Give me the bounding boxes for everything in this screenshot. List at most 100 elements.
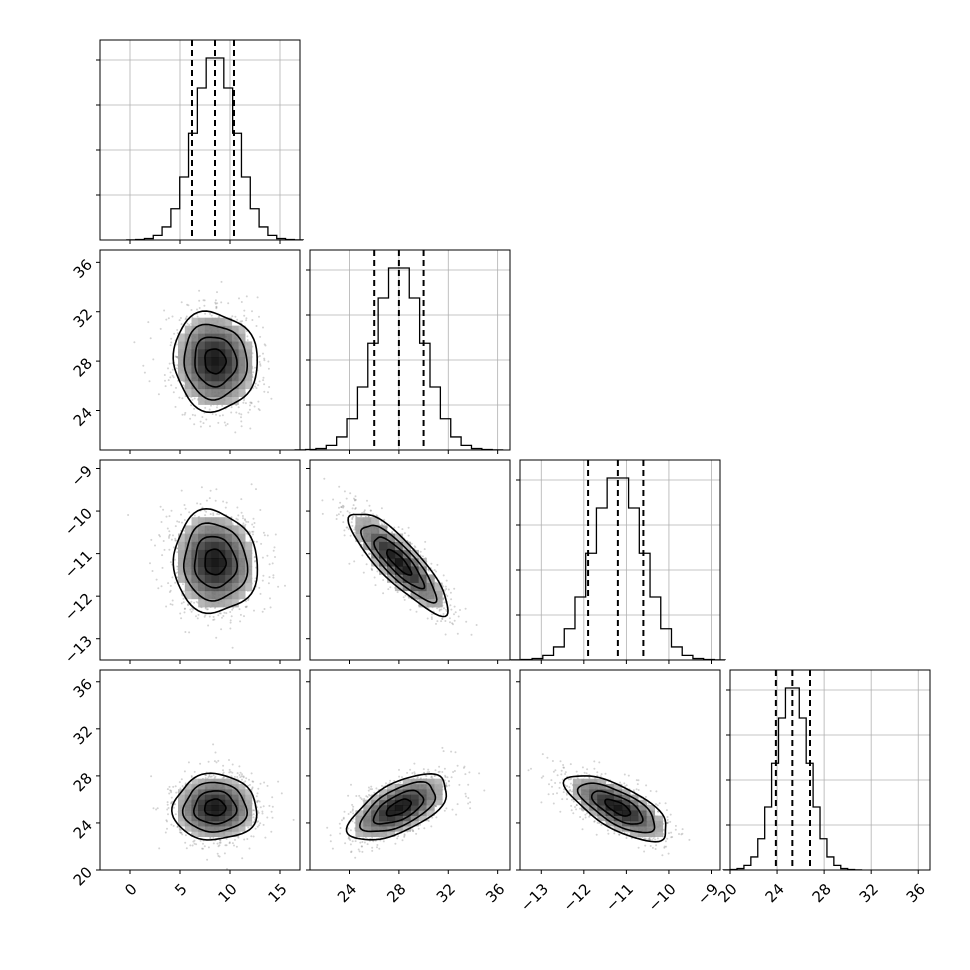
contour-level-1 xyxy=(373,536,426,590)
y-tick-label: 28 xyxy=(70,354,96,380)
contour-level-0 xyxy=(204,348,228,375)
contour-level-1 xyxy=(192,790,238,825)
panel-0-0 xyxy=(96,39,304,244)
y-tick-label: 24 xyxy=(70,404,96,430)
axes-frame xyxy=(729,669,931,871)
panel-3-2: −13 −12 −11 −10 −9 xyxy=(516,669,722,915)
contour-level-2 xyxy=(181,781,249,833)
panel-2-2 xyxy=(509,459,726,664)
y-tick-label: 28 xyxy=(70,769,96,795)
x-tick-label: 15 xyxy=(265,880,291,906)
panel-3-0: 20 24 28 32 36 0 5 10 15 xyxy=(70,669,301,906)
histogram-0 xyxy=(126,57,304,241)
gridlines xyxy=(310,250,510,450)
axes-frame xyxy=(99,249,301,451)
histogram-3 xyxy=(722,687,863,871)
density-area xyxy=(326,746,486,859)
density-area xyxy=(321,477,478,636)
contour-level-1 xyxy=(194,336,238,388)
x-tick-label: −10 xyxy=(645,880,680,915)
contour-level-2 xyxy=(183,323,248,401)
axes-frame xyxy=(519,669,721,871)
y-tick-label: 24 xyxy=(70,816,96,842)
x-tick-label: 10 xyxy=(215,880,241,906)
axes-frame xyxy=(99,669,301,871)
gridlines xyxy=(100,40,300,240)
x-tick-label: 20 xyxy=(715,880,741,906)
axes-frame xyxy=(309,249,511,451)
axes-frame xyxy=(519,459,721,661)
y-tick-label: −9 xyxy=(68,462,96,490)
x-tick-label: 0 xyxy=(121,880,140,899)
contour-level-3 xyxy=(172,310,258,414)
density-map xyxy=(355,517,443,608)
density-area xyxy=(150,743,295,870)
panel-2-1 xyxy=(306,459,511,664)
y-tick-label: −11 xyxy=(61,547,96,582)
density-map xyxy=(178,517,253,608)
y-tick-label: 32 xyxy=(70,722,96,748)
x-tick-label: −13 xyxy=(517,880,552,915)
contour-level-3 xyxy=(170,772,258,841)
contour-level-1 xyxy=(372,789,425,825)
contours xyxy=(172,310,258,414)
axes-frame xyxy=(99,459,301,661)
panel-3-3: 20 24 28 32 36 xyxy=(715,669,931,906)
x-tick-label: −11 xyxy=(602,880,637,915)
x-tick-label: −12 xyxy=(559,880,594,915)
contour-level-3 xyxy=(345,772,448,841)
x-tick-label: 24 xyxy=(334,880,360,906)
contour-level-2 xyxy=(360,524,438,604)
histogram-2 xyxy=(509,477,726,661)
contour-level-0 xyxy=(386,548,413,576)
y-tick-label: −13 xyxy=(61,632,96,667)
y-tick-label: 32 xyxy=(70,305,96,331)
contour-level-2 xyxy=(576,782,656,834)
gridlines xyxy=(520,460,720,660)
x-tick-label: 28 xyxy=(383,880,409,906)
y-tick-label: −10 xyxy=(61,504,96,539)
panel-1-1 xyxy=(294,249,511,454)
contour-level-3 xyxy=(347,513,449,618)
axes-frame xyxy=(309,459,511,661)
density-map xyxy=(178,778,253,837)
density-area xyxy=(133,280,273,434)
contour-level-1 xyxy=(590,790,644,825)
contour-level-0 xyxy=(204,548,228,576)
density-map xyxy=(178,317,253,405)
contours xyxy=(562,775,667,843)
y-tick-label: 36 xyxy=(70,675,96,701)
axes-frame xyxy=(99,39,301,241)
contour-level-0 xyxy=(203,798,227,817)
gridlines xyxy=(729,670,930,870)
x-tick-label: 36 xyxy=(482,880,508,906)
x-tick-label: 24 xyxy=(762,880,788,906)
y-tick-label: −12 xyxy=(61,589,96,624)
contour-level-2 xyxy=(183,522,249,602)
density-area xyxy=(127,483,286,649)
contours xyxy=(347,513,449,618)
y-tick-label: 36 xyxy=(70,256,96,282)
x-tick-label: 28 xyxy=(809,880,835,906)
x-tick-label: 36 xyxy=(903,880,929,906)
density-area xyxy=(527,753,691,857)
axes-frame xyxy=(309,669,511,871)
y-tick-label: 20 xyxy=(70,863,96,889)
panel-3-1: 24 28 32 36 xyxy=(306,669,511,906)
density-map xyxy=(572,778,664,837)
contours xyxy=(345,772,448,841)
contour-level-3 xyxy=(562,775,667,843)
contour-level-0 xyxy=(604,798,632,817)
panel-2-0: −13 −12 −11 −10 −9 xyxy=(61,459,301,667)
contour-level-1 xyxy=(193,535,239,589)
panel-1-0: 24 28 32 36 xyxy=(70,249,301,454)
histogram-1 xyxy=(294,267,504,451)
x-tick-label: 32 xyxy=(856,880,882,906)
contours xyxy=(170,772,258,841)
contour-level-2 xyxy=(358,780,437,833)
contour-level-0 xyxy=(385,798,412,817)
x-tick-label: 32 xyxy=(433,880,459,906)
x-tick-label: 5 xyxy=(171,880,190,899)
contour-level-3 xyxy=(172,507,259,615)
